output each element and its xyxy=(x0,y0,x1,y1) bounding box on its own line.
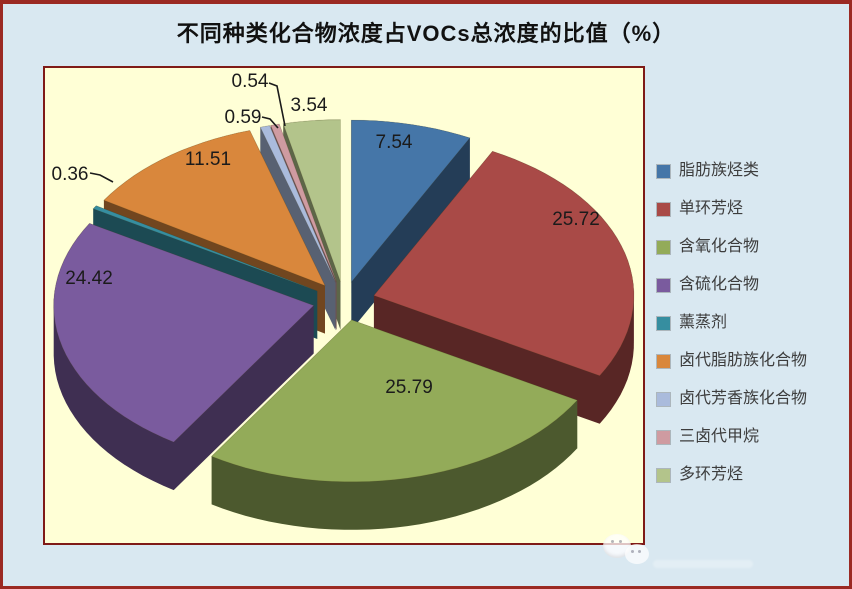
legend-item-3: 含硫化合物 xyxy=(657,273,807,297)
pie-slice-top xyxy=(350,119,471,284)
data-label-0: 7.54 xyxy=(376,132,413,153)
legend-label: 薰蒸剂 xyxy=(679,314,728,331)
legend-item-5: 卤代脂肪族化合物 xyxy=(657,349,807,373)
legend-label: 三卤代甲烷 xyxy=(679,428,760,445)
legend-swatch-icon xyxy=(657,316,670,330)
data-label-8: 3.54 xyxy=(291,95,328,116)
legend-swatch-icon xyxy=(657,392,670,406)
legend-item-6: 卤代芳香族化合物 xyxy=(657,387,807,411)
legend-label: 含硫化合物 xyxy=(679,276,760,293)
data-label-4: 0.36 xyxy=(52,164,89,185)
pie-slice-top xyxy=(92,205,318,292)
data-label-7: 0.54 xyxy=(232,71,269,92)
data-label-1: 25.72 xyxy=(552,209,600,230)
watermark-dot xyxy=(631,550,634,553)
pie-slice-2 xyxy=(210,319,579,530)
legend-item-7: 三卤代甲烷 xyxy=(657,425,807,449)
watermark-dot xyxy=(638,550,641,553)
legend-label: 脂肪族烃类 xyxy=(679,162,760,179)
legend-swatch-icon xyxy=(657,278,670,292)
legend-label: 含氧化合物 xyxy=(679,238,760,255)
legend-swatch-icon xyxy=(657,354,670,368)
label-callout-line-7 xyxy=(268,82,286,127)
watermark-blob xyxy=(625,544,649,564)
label-callout-line-6 xyxy=(261,116,279,129)
legend-item-2: 含氧化合物 xyxy=(657,235,807,259)
pie-slice-top xyxy=(373,150,635,377)
pie-slice-top xyxy=(210,319,579,483)
pie-slice-top xyxy=(103,130,326,287)
legend-swatch-icon xyxy=(657,468,670,482)
pie-slice-3 xyxy=(53,222,315,491)
plot-area: 7.54 25.72 25.79 24.42 0.36 11.51 0.59 0.54 3.54 xyxy=(43,66,645,545)
pie-slice-0 xyxy=(350,119,471,331)
data-label-2: 25.79 xyxy=(385,377,433,398)
chart-title: 不同种类化合物浓度占VOCs总浓度的比值（%） xyxy=(176,21,676,46)
legend-swatch-icon xyxy=(657,164,670,178)
pie-slice-top xyxy=(259,125,336,283)
pie-chart: 7.54 25.72 25.79 24.42 0.36 11.51 0.59 0.54 3.54 xyxy=(52,71,635,530)
legend-item-8: 多环芳烃 xyxy=(657,463,807,487)
pie-slice-top xyxy=(53,222,315,443)
label-callout-line-4 xyxy=(89,172,114,183)
legend-label: 多环芳烃 xyxy=(679,466,744,483)
legend-item-1: 单环芳烃 xyxy=(657,197,807,221)
legend-item-4: 薰蒸剂 xyxy=(657,311,807,335)
legend-swatch-icon xyxy=(657,202,670,216)
data-label-3: 24.42 xyxy=(65,268,113,289)
legend-swatch-icon xyxy=(657,430,670,444)
legend: 脂肪族烃类单环芳烃含氧化合物含硫化合物薰蒸剂卤代脂肪族化合物 卤代芳香族化合物 三卤… xyxy=(657,159,807,487)
legend-swatch-icon xyxy=(657,240,670,254)
data-label-6: 0.59 xyxy=(225,107,262,128)
legend-item-0: 脂肪族烃类 xyxy=(657,159,807,183)
legend-label: 卤代芳香族化合物 xyxy=(679,390,808,407)
watermark-streak xyxy=(653,560,753,568)
data-label-5: 11.51 xyxy=(185,149,231,170)
legend-label: 单环芳烃 xyxy=(679,200,744,217)
legend-label: 卤代脂肪族化合物 xyxy=(679,352,808,369)
